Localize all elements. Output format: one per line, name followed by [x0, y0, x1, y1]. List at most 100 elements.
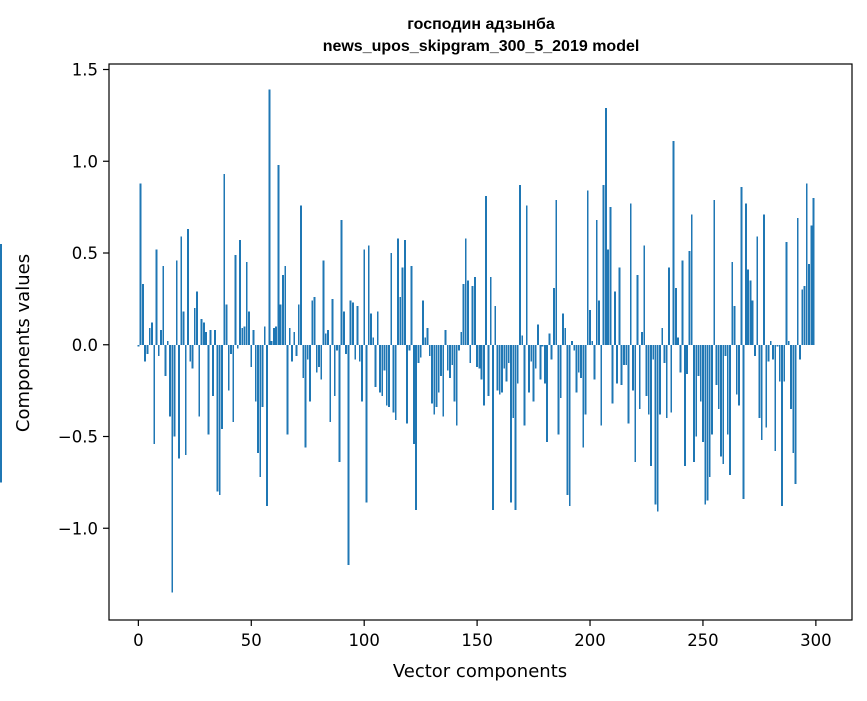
- bar-88: [336, 344, 338, 351]
- bar-278: [765, 344, 768, 428]
- bar-274: [756, 236, 759, 345]
- bar-48: [245, 262, 248, 345]
- bar-42: [232, 344, 235, 422]
- bar-238: [674, 287, 677, 345]
- bar-182: [548, 333, 551, 345]
- bar-147: [469, 344, 472, 364]
- bar-101: [365, 344, 368, 503]
- bar-273: [753, 344, 756, 356]
- bar-34: [214, 330, 217, 345]
- y-tick-label-1: 1.0: [72, 152, 98, 171]
- bar-287: [785, 241, 788, 345]
- bar-54: [259, 344, 262, 477]
- bar-223: [641, 331, 643, 345]
- chart-title-line-1: господин адзынба: [407, 16, 555, 33]
- bar-98: [358, 344, 361, 362]
- bar-131: [433, 344, 436, 415]
- bar-265: [735, 344, 738, 395]
- bar-201: [591, 341, 594, 345]
- bar-26: [196, 291, 198, 345]
- bar-236: [670, 344, 673, 413]
- bar-91: [342, 311, 345, 345]
- bar-168: [516, 344, 519, 384]
- bar-109: [383, 344, 386, 371]
- bar-178: [539, 344, 542, 380]
- bar-230: [656, 344, 659, 512]
- bar-72: [300, 205, 302, 345]
- y-tick-label-3: 0.0: [72, 336, 98, 355]
- bar-208: [607, 249, 609, 345]
- bar-295: [803, 286, 806, 345]
- bar-177: [537, 324, 539, 345]
- bar-21: [184, 344, 187, 455]
- bar-299: [812, 197, 815, 345]
- bar-56: [263, 326, 266, 345]
- bar-286: [783, 344, 786, 382]
- bar-13: [166, 341, 169, 345]
- bar-55: [261, 344, 264, 408]
- bar-126: [422, 300, 424, 345]
- bar-30: [205, 331, 208, 345]
- bar-133: [437, 344, 440, 393]
- bar-53: [257, 344, 259, 454]
- bar-84: [327, 330, 329, 345]
- bar-103: [370, 313, 372, 345]
- bar-203: [595, 219, 598, 345]
- bar-213: [618, 267, 621, 345]
- bar-108: [381, 344, 384, 397]
- bar-110: [385, 344, 388, 406]
- bar-171: [523, 344, 526, 426]
- bar-227: [650, 344, 652, 466]
- bar-58: [268, 89, 271, 345]
- bar-107: [379, 344, 381, 393]
- bar-83: [324, 333, 327, 345]
- bar-77: [311, 300, 314, 345]
- bar-180: [543, 344, 546, 384]
- bar-188: [562, 313, 564, 345]
- bar-280: [769, 341, 772, 345]
- bar-64: [281, 275, 284, 345]
- bar-309: [0, 344, 2, 483]
- bar-17: [175, 260, 178, 345]
- bar-290: [792, 344, 795, 454]
- bar-276: [760, 344, 763, 441]
- bar-204: [598, 300, 600, 345]
- x-tick-label-200: 200: [574, 631, 606, 650]
- bar-97: [356, 306, 359, 345]
- bar-154: [485, 196, 488, 345]
- bar-124: [417, 344, 420, 364]
- bar-121: [410, 265, 413, 345]
- bar-78: [313, 297, 316, 345]
- x-axis-label: Vector components: [393, 661, 567, 682]
- bar-162: [503, 344, 506, 369]
- bar-145: [464, 238, 467, 345]
- chart-title-line-2: news_upos_skipgram_300_5_2019 model: [323, 38, 640, 55]
- bar-122: [412, 344, 415, 444]
- bar-116: [399, 297, 402, 345]
- bar-123: [415, 344, 418, 510]
- y-tick-label-2: 0.5: [72, 244, 98, 263]
- bar-31: [207, 344, 210, 435]
- bar-14: [169, 344, 171, 417]
- bar-207: [604, 108, 607, 345]
- y-tick-label-0: 1.5: [72, 61, 98, 80]
- bar-111: [388, 344, 390, 408]
- x-tick-label-300: 300: [800, 631, 832, 650]
- bar-259: [722, 344, 725, 465]
- bar-149: [473, 276, 476, 345]
- bar-170: [521, 335, 524, 345]
- bar-268: [742, 344, 745, 499]
- bars-layer: [0, 89, 815, 593]
- bar-105: [374, 344, 377, 387]
- bar-96: [354, 344, 357, 360]
- bar-285: [781, 344, 783, 507]
- bar-136: [444, 330, 447, 345]
- bar-165: [510, 344, 512, 503]
- bar-20: [182, 311, 185, 345]
- bar-242: [683, 344, 686, 466]
- bar-263: [731, 262, 734, 345]
- plot-frame: [108, 63, 853, 621]
- bar-138: [449, 344, 451, 378]
- y-tick-label-4: −0.5: [58, 428, 98, 447]
- bar-187: [559, 344, 562, 398]
